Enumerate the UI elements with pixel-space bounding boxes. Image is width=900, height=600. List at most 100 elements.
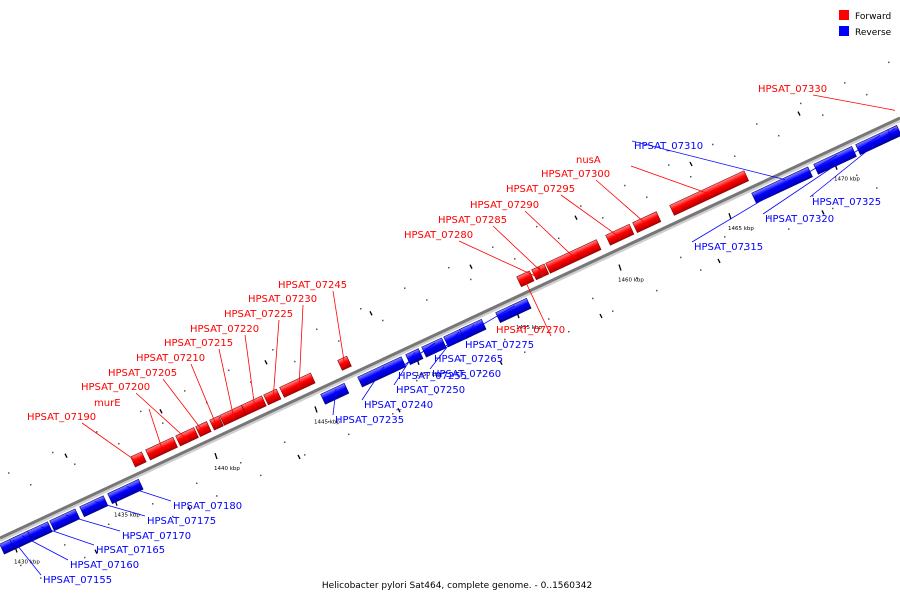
leader-line <box>560 194 622 239</box>
gene-box[interactable] <box>195 421 212 437</box>
leader-line <box>12 539 42 576</box>
tick-label: 1460 kbp <box>618 278 644 284</box>
guide-dot <box>612 310 614 312</box>
guide-dot <box>680 256 682 259</box>
gene-box[interactable] <box>49 508 81 532</box>
gene-box[interactable] <box>632 211 662 234</box>
guide-dot <box>822 114 824 116</box>
guide-dot <box>492 246 494 248</box>
gene-label: HPSAT_07270 <box>496 325 565 336</box>
scale-dash <box>159 409 163 414</box>
guide-dot <box>52 451 54 454</box>
gene-label: HPSAT_07180 <box>173 501 242 512</box>
guide-dot <box>832 207 834 210</box>
gene-label: HPSAT_07315 <box>694 242 763 253</box>
tick-label: 1440 kbp <box>214 466 240 472</box>
leader-line <box>458 240 538 278</box>
leader-line <box>429 331 460 370</box>
guide-dot <box>216 495 218 497</box>
leader-line <box>631 140 786 181</box>
leader-line <box>162 378 205 434</box>
leader-line <box>762 135 881 215</box>
leader-line <box>809 128 896 198</box>
leader-line <box>135 392 189 441</box>
legend-label-reverse: Reverse <box>855 28 892 38</box>
scale-dash <box>821 210 825 215</box>
gene-label: HPSAT_07255 <box>398 371 467 382</box>
gene-box[interactable] <box>357 356 407 388</box>
gene-box[interactable] <box>495 297 532 323</box>
gene-box[interactable] <box>241 395 267 416</box>
guide-dot <box>646 196 648 199</box>
gene-label: HPSAT_07290 <box>470 200 539 211</box>
guide-dot <box>40 577 42 579</box>
guide-dot <box>30 484 32 486</box>
guide-dot <box>436 392 438 395</box>
guide-dot <box>140 410 142 413</box>
guide-dot <box>866 93 868 96</box>
scale-dash <box>64 453 68 458</box>
gene-label: HPSAT_07280 <box>404 230 473 241</box>
leader-line <box>332 389 337 416</box>
gene-box[interactable] <box>27 521 53 542</box>
gene-box[interactable] <box>263 388 282 406</box>
gene-box[interactable] <box>79 495 109 518</box>
gene-box[interactable] <box>320 382 350 405</box>
guide-dot <box>426 299 428 301</box>
guide-dot <box>744 248 746 251</box>
scale-dash <box>397 407 401 413</box>
gene-label: HPSAT_07225 <box>224 309 293 320</box>
leader-line <box>244 334 256 410</box>
gene-label: HPSAT_07175 <box>147 516 216 527</box>
guide-dot <box>348 433 350 436</box>
leader-line <box>393 352 416 386</box>
gene-box[interactable] <box>813 146 857 175</box>
guide-dot <box>690 176 692 178</box>
guide-dot <box>514 258 516 260</box>
gene-box[interactable] <box>516 270 535 288</box>
gene-box[interactable] <box>887 125 900 141</box>
leader-line <box>190 363 218 427</box>
tick-mark <box>728 212 732 220</box>
gene-box[interactable] <box>605 223 635 246</box>
leader-line <box>691 155 838 243</box>
gene-label: HPSAT_07210 <box>136 353 205 364</box>
gene-label: HPSAT_07245 <box>278 280 347 291</box>
guide-dot <box>656 289 658 292</box>
gene-box[interactable] <box>669 170 750 216</box>
gene-box[interactable] <box>209 415 224 431</box>
scale-ticks: 1430 kbp 1435 kbp 1440 kbp 1445 kbp 1450 kbp… <box>14 111 860 565</box>
guide-dot <box>876 187 878 189</box>
gene-box[interactable] <box>107 478 144 505</box>
guide-dot <box>756 123 758 125</box>
leader-line <box>298 304 304 389</box>
gene-box[interactable] <box>279 372 316 398</box>
gene-label: HPSAT_07190 <box>27 412 96 423</box>
tick-mark <box>314 406 318 413</box>
gene-label: HPSAT_07250 <box>396 385 465 396</box>
gene-box[interactable] <box>751 166 813 204</box>
guide-dot <box>636 277 638 279</box>
gene-label: HPSAT_07265 <box>434 354 503 365</box>
guide-dot <box>712 143 714 146</box>
guide-dot <box>460 359 462 361</box>
leader-line <box>94 501 146 517</box>
gene-label: HPSAT_07320 <box>765 214 834 225</box>
guide-dot <box>228 369 230 372</box>
gene-label: HPSAT_07170 <box>122 531 191 542</box>
gene-box[interactable] <box>175 427 199 447</box>
gene-box[interactable] <box>130 451 147 468</box>
leader-line <box>65 514 121 532</box>
leader-line <box>395 342 436 372</box>
guide-dot <box>316 328 318 331</box>
scale-dash <box>574 215 578 220</box>
guide-dot <box>812 195 814 197</box>
tick-label: 1455 kbp <box>516 325 542 331</box>
guide-dot <box>260 474 262 477</box>
guide-dot <box>64 544 66 546</box>
gene-box[interactable] <box>421 337 447 358</box>
legend-swatch-forward <box>839 10 849 20</box>
gene-box[interactable] <box>531 266 544 281</box>
tick-label: 1445 kbp <box>314 419 340 425</box>
gene-label: HPSAT_07285 <box>438 215 507 226</box>
